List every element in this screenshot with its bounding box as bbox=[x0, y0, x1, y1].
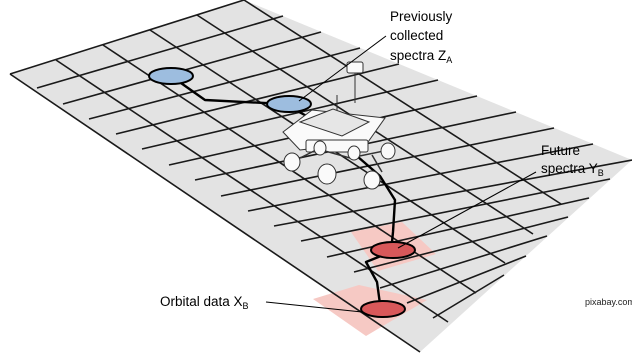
previous-spectra-ellipse-1 bbox=[148, 67, 194, 85]
previous-spectra-ellipse-2 bbox=[266, 95, 312, 113]
image-credit: pixabay.com bbox=[585, 297, 632, 307]
orbital-data-ellipse bbox=[360, 300, 406, 318]
orbital-data-label: Orbital data XB bbox=[160, 294, 249, 311]
previous-spectra-label-line1: Previously bbox=[390, 9, 453, 24]
previous-spectra-label-line3: spectra ZA bbox=[390, 48, 452, 65]
future-spectra-label-line2: spectra YB bbox=[541, 161, 604, 178]
future-spectra-ellipse bbox=[370, 241, 416, 259]
previous-spectra-label-line2: collected bbox=[390, 28, 443, 43]
future-spectra-label-line1: Future bbox=[541, 143, 580, 158]
leader-lines bbox=[265, 35, 537, 313]
mars-rover-icon bbox=[282, 61, 396, 190]
